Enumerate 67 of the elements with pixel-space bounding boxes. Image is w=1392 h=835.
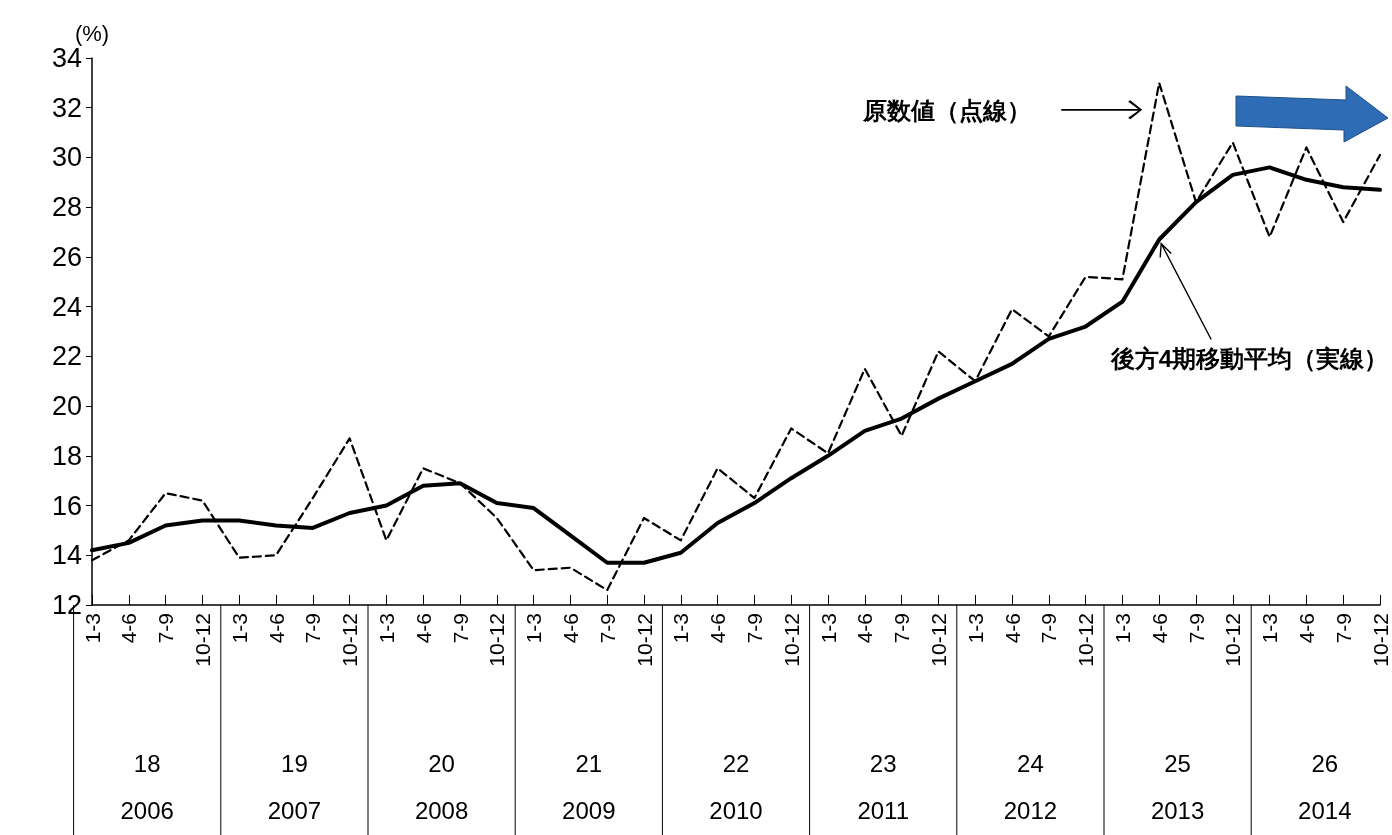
legend-label: 原数値（点線） (862, 96, 1032, 124)
series-label: 後方4期移動平均（実線） (1109, 344, 1388, 372)
x-tick-label: 1-3 (80, 613, 104, 644)
y-tick-label: 28 (51, 192, 82, 223)
text: 18 (133, 750, 161, 777)
x-tick-label: 1-3 (669, 613, 693, 644)
text: 25 (1164, 750, 1191, 777)
x-tick-label: 10-12 (632, 613, 656, 667)
x-tick-label: 10-12 (485, 613, 509, 667)
y-tick-label: 30 (51, 142, 82, 173)
x-tick-label: 7-9 (448, 613, 472, 644)
text: 19 (281, 750, 308, 777)
text: 2011 (857, 797, 909, 824)
y-tick-label: 18 (51, 440, 82, 471)
x-tick-label: 1-3 (374, 613, 398, 644)
x-tick-label: 4-6 (411, 613, 435, 644)
y-tick-label: 26 (51, 241, 82, 272)
x-tick-label: 1-3 (1258, 613, 1282, 644)
x-tick-label: 1-3 (816, 613, 840, 644)
text: 26 (1311, 750, 1339, 777)
x-tick-label: 7-9 (1184, 613, 1208, 644)
text: 2013 (1150, 797, 1205, 824)
x-tick-label: 10-12 (1368, 613, 1392, 667)
x-tick-label: 4-6 (1294, 613, 1318, 644)
x-tick-label: 7-9 (301, 613, 325, 644)
x-tick-label: 1-3 (963, 613, 987, 644)
x-tick-label: 1-3 (522, 613, 546, 644)
y-tick-label: 22 (51, 341, 82, 372)
x-tick-label: 4-6 (1147, 613, 1171, 644)
y-tick-label: 14 (51, 540, 82, 571)
x-tick-label: 4-6 (264, 613, 288, 644)
x-tick-label: 7-9 (154, 613, 178, 644)
text: 2006 (120, 797, 174, 824)
x-tick-label: 7-9 (742, 613, 766, 644)
text: 24 (1017, 750, 1044, 777)
x-tick-label: 7-9 (890, 613, 914, 644)
x-tick-label: 7-9 (595, 613, 619, 644)
text: 21 (575, 750, 603, 777)
x-tick-label: 1-3 (227, 613, 251, 644)
x-tick-label: 4-6 (706, 613, 730, 644)
text: 22 (722, 750, 750, 777)
x-tick-label: 4-6 (1000, 613, 1024, 644)
text: 2009 (562, 797, 616, 824)
x-tick-label: 10-12 (190, 613, 214, 667)
text: 2008 (414, 797, 469, 824)
y-tick-label: 32 (51, 92, 82, 123)
x-tick-label: 10-12 (1221, 613, 1245, 667)
text: 2010 (709, 797, 763, 824)
x-tick-label: 10-12 (1074, 613, 1098, 667)
x-tick-label: 7-9 (1331, 613, 1355, 644)
text: 2012 (1003, 797, 1058, 824)
text: 2007 (267, 797, 322, 824)
text: 2014 (1298, 797, 1352, 824)
x-tick-label: 10-12 (926, 613, 950, 667)
y-tick-label: 12 (51, 590, 82, 620)
x-tick-label: 4-6 (117, 613, 141, 644)
y-tick-label: 24 (51, 291, 82, 322)
y-tick-label: 20 (51, 391, 82, 422)
text: 20 (428, 750, 455, 777)
x-tick-label: 1-3 (1110, 613, 1134, 644)
text: 23 (869, 750, 897, 777)
x-tick-label: 10-12 (779, 613, 803, 667)
x-tick-label: 4-6 (558, 613, 582, 644)
y-tick-label: 16 (51, 490, 82, 521)
x-tick-label: 7-9 (1037, 613, 1061, 644)
x-tick-label: 4-6 (853, 613, 877, 644)
x-tick-label: 10-12 (338, 613, 362, 667)
